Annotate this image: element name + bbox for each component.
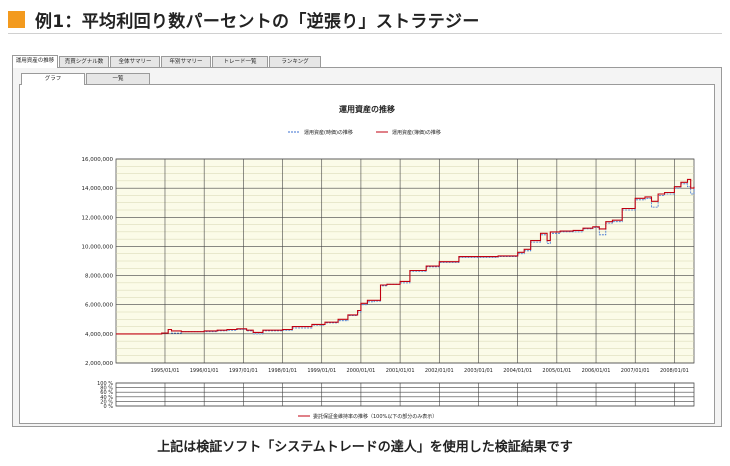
ratio-legend: 委託保証金維持率の推移（100%以下の部分のみ表示）	[298, 413, 437, 420]
x-tick-label: 2000/01/01	[347, 368, 376, 374]
app-window: 運用資産の推移 売買シグナル数 全体サマリー 年別サマリー トレード一覧 ランキ…	[12, 55, 722, 428]
x-tick-label: 1995/01/01	[151, 368, 180, 374]
y-tick-label: 2,000,000	[85, 361, 113, 367]
series-line-market	[116, 183, 695, 335]
x-tick-label: 2007/01/01	[621, 368, 650, 374]
tab-trade-list[interactable]: トレード一覧	[212, 56, 268, 67]
caption: 上記は検証ソフト「システムトレードの達人」を使用した検証結果です	[157, 440, 573, 455]
ratio-y-tick-label: 20 %	[100, 399, 113, 405]
outer-panel: グラフ 一覧 運用資産の推移 運用資産(時価)の推移 運用資産(簿価)の推移 2…	[12, 67, 722, 427]
x-tick-label: 2004/01/01	[503, 368, 532, 374]
x-tick-label: 1996/01/01	[190, 368, 219, 374]
x-tick-label: 2008/01/01	[660, 368, 689, 374]
y-tick-label: 12,000,000	[82, 215, 114, 221]
x-tick-label: 2002/01/01	[425, 368, 454, 374]
x-tick-label: 1999/01/01	[307, 368, 336, 374]
page-title-bar: 例1：平均利回り数パーセントの「逆張り」ストラテジー	[8, 7, 480, 32]
y-tick-label: 4,000,000	[85, 332, 113, 338]
x-tick-label: 1998/01/01	[268, 368, 297, 374]
legend-label-market: 運用資産(時価)の推移	[304, 129, 353, 136]
ratio-plot-area	[115, 382, 695, 407]
x-tick-label: 1997/01/01	[229, 368, 258, 374]
tab-ranking[interactable]: ランキング	[269, 56, 321, 67]
subtab-graph[interactable]: グラフ	[21, 73, 85, 85]
legend-label-book: 運用資産(簿価)の推移	[392, 129, 441, 136]
chart-svg: 運用資産の推移 運用資産(時価)の推移 運用資産(簿価)の推移 2,000,00…	[82, 104, 695, 420]
legend: 運用資産(時価)の推移 運用資産(簿価)の推移	[288, 129, 441, 136]
x-tick-label: 2003/01/01	[464, 368, 493, 374]
title-marker	[8, 10, 25, 28]
y-tick-label: 14,000,000	[82, 186, 114, 192]
ratio-y-tick-label: 0 %	[103, 404, 113, 410]
ratio-y-tick-label: 80 %	[100, 386, 113, 392]
ratio-y-tick-label: 100 %	[97, 381, 113, 387]
main-plot: 2,000,000 4,000,000 6,000,000 8,000,000 10,0…	[82, 157, 695, 374]
y-tick-label: 10,000,000	[82, 244, 114, 250]
ratio-legend-label: 委託保証金維持率の推移（100%以下の部分のみ表示）	[313, 413, 437, 420]
x-tick-label: 2005/01/01	[542, 368, 571, 374]
x-tick-label: 2006/01/01	[582, 368, 611, 374]
chart-panel: 運用資産の推移 運用資産(時価)の推移 運用資産(簿価)の推移 2,000,00…	[19, 84, 715, 424]
series-line-book	[116, 178, 695, 335]
ratio-plot: 0 %20 %40 %60 %80 %100 %	[97, 381, 695, 410]
main-tabs: 運用資産の推移 売買シグナル数 全体サマリー 年別サマリー トレード一覧 ランキ…	[12, 55, 322, 68]
tab-yearly-summary[interactable]: 年別サマリー	[161, 56, 211, 67]
y-tick-label: 6,000,000	[85, 303, 113, 309]
ratio-y-tick-label: 40 %	[100, 395, 113, 401]
chart-title: 運用資産の推移	[339, 104, 395, 114]
page-title: 例1：平均利回り数パーセントの「逆張り」ストラテジー	[35, 11, 480, 32]
subtab-list[interactable]: 一覧	[86, 73, 150, 84]
y-tick-label: 8,000,000	[85, 274, 113, 280]
sub-tabs: グラフ 一覧	[21, 73, 151, 85]
tab-asset-history[interactable]: 運用資産の推移	[12, 55, 58, 68]
ratio-y-tick-label: 60 %	[100, 390, 113, 396]
title-divider	[8, 33, 722, 34]
tab-overall-summary[interactable]: 全体サマリー	[110, 56, 160, 67]
y-tick-label: 16,000,000	[82, 157, 114, 163]
x-tick-label: 2001/01/01	[386, 368, 415, 374]
tab-trade-signals[interactable]: 売買シグナル数	[59, 56, 109, 67]
